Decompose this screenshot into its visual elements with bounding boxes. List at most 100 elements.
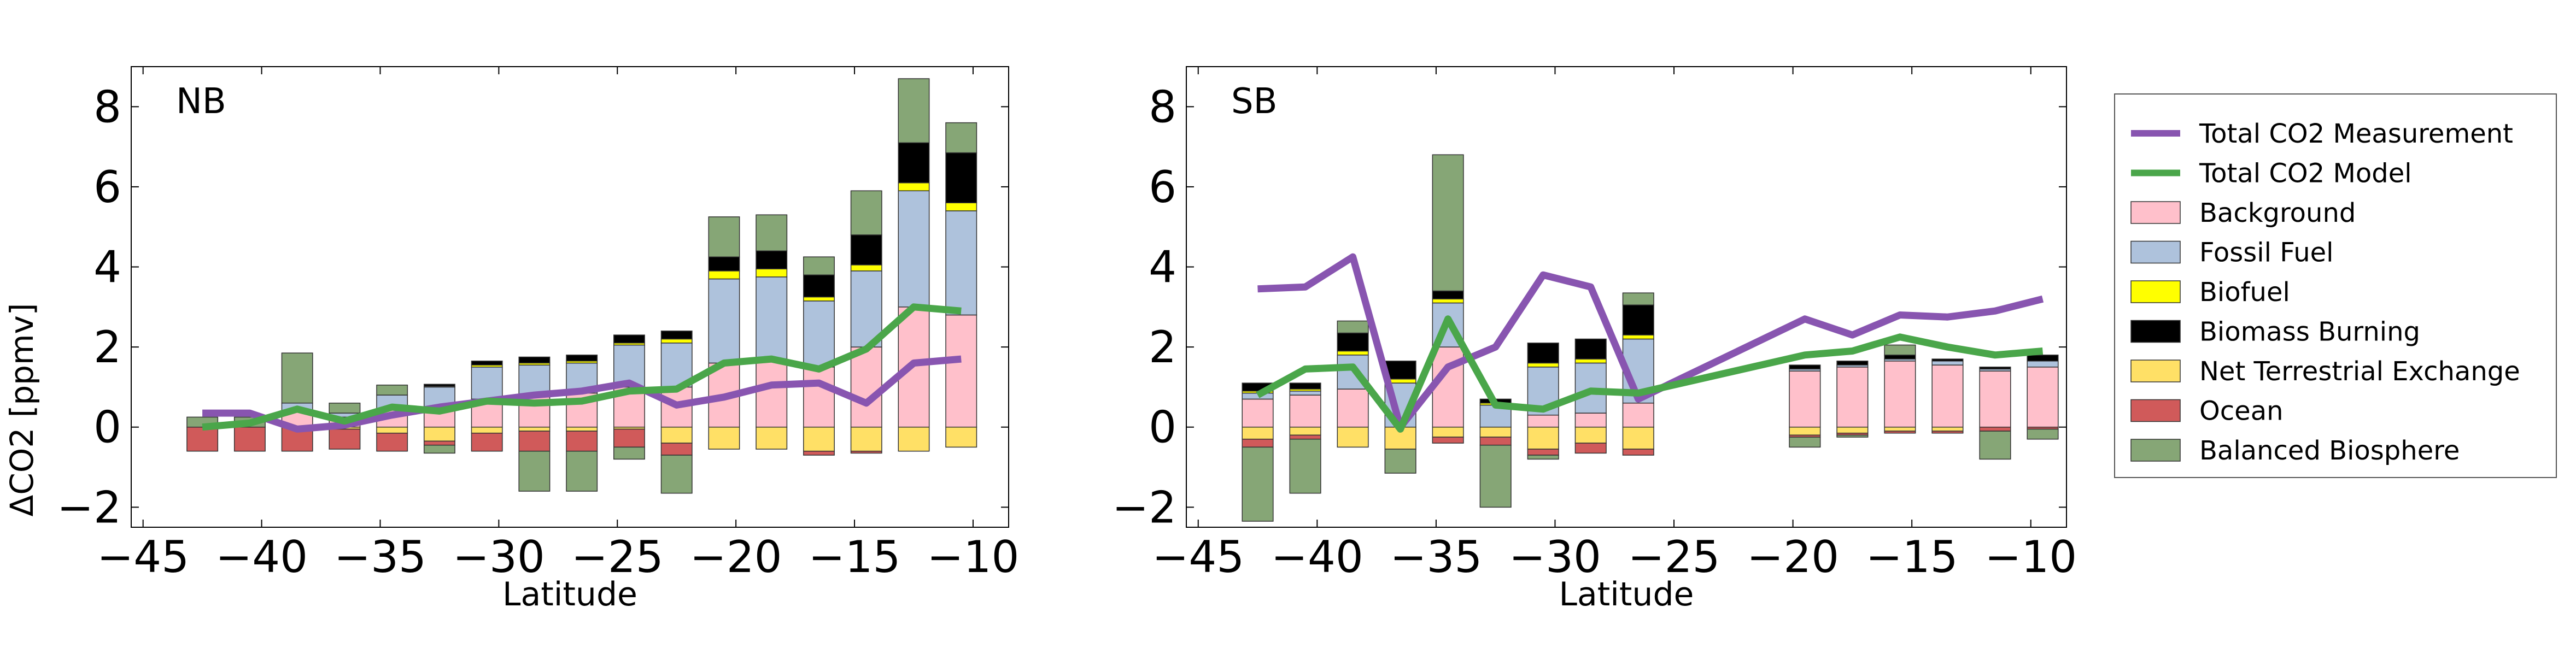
bar-segment-net-terrestrial-exchange: [945, 426, 977, 448]
axes-frame: [131, 66, 1009, 528]
bar-segment-balanced-biosphere: [1622, 292, 1654, 305]
bar-segment-net-terrestrial-exchange: [1622, 426, 1654, 450]
bar-segment-fossil-fuel: [850, 270, 882, 347]
bar-segment-net-terrestrial-exchange: [1574, 426, 1607, 444]
y-tick-label: −2: [57, 482, 121, 533]
legend-swatch-ocean: [2130, 399, 2181, 422]
bar-segment-balanced-biosphere: [329, 403, 361, 414]
bar-segment-biofuel: [1527, 362, 1559, 368]
legend-label-balanced-biosphere: Balanced Biosphere: [2199, 435, 2460, 466]
bar-segment-biomass-burning: [756, 250, 788, 269]
bar-segment-biomass-burning: [1931, 358, 1964, 362]
x-axis-label: Latitude: [1559, 575, 1694, 614]
y-tick-label: 8: [93, 81, 121, 132]
bar-segment-biofuel: [1337, 350, 1369, 356]
bar-segment-ocean: [1479, 437, 1512, 446]
bar-segment-ocean: [803, 450, 835, 456]
bar-segment-biomass-burning: [518, 356, 551, 364]
legend-label-biofuel: Biofuel: [2199, 277, 2290, 308]
bar-segment-ocean: [423, 440, 455, 446]
legend-swatch-fossil-fuel: [2130, 240, 2181, 264]
bar-segment-biofuel: [1432, 298, 1464, 304]
bar-segment-biomass-burning: [1884, 355, 1916, 360]
bar-segment-fossil-fuel: [803, 300, 835, 368]
bar-segment-biomass-burning: [1384, 361, 1416, 380]
bar-segment-net-terrestrial-exchange: [1432, 426, 1464, 438]
x-tick-label: −45: [1152, 532, 1244, 582]
bar-segment-net-terrestrial-exchange: [1527, 426, 1559, 450]
y-tick-label: 6: [1149, 162, 1176, 213]
line-total-co2-measurement: [1257, 253, 2044, 431]
bar-segment-fossil-fuel: [471, 367, 503, 400]
bar-segment-balanced-biosphere: [803, 256, 835, 275]
bar-segment-ocean: [329, 428, 361, 450]
bar-segment-balanced-biosphere: [1479, 444, 1512, 508]
bar-segment-biomass-burning: [1622, 304, 1654, 335]
legend-swatch-balanced-biosphere: [2130, 439, 2181, 462]
bar-segment-biomass-burning: [1337, 332, 1369, 352]
bar-segment-net-terrestrial-exchange: [898, 426, 930, 452]
legend-label-background: Background: [2199, 198, 2356, 228]
bar-segment-fossil-fuel: [1931, 361, 1964, 366]
bar-segment-balanced-biosphere: [1289, 438, 1321, 494]
bar-segment-fossil-fuel: [2027, 361, 2059, 368]
x-axis-label: Latitude: [502, 575, 637, 614]
legend-swatch-background: [2130, 201, 2181, 224]
bar-segment-ocean: [660, 443, 693, 456]
y-tick-label: 0: [93, 402, 121, 453]
bar-segment-background: [1979, 370, 2011, 428]
panel-title: SB: [1231, 81, 1278, 122]
legend-label-fossil-fuel: Fossil Fuel: [2199, 238, 2333, 268]
bar-segment-biomass-burning: [1789, 364, 1821, 370]
legend-label-total-co2-model: Total CO2 Model: [2199, 158, 2412, 189]
bar-segment-background: [1242, 398, 1274, 428]
bar-segment-balanced-biosphere: [1836, 434, 1869, 438]
bar-segment-ocean: [1622, 449, 1654, 456]
bar-segment-biofuel: [850, 264, 882, 272]
x-tick-label: −15: [809, 532, 901, 582]
bar-segment-biomass-burning: [2027, 355, 2059, 362]
bar-segment-balanced-biosphere: [613, 446, 645, 460]
bar-segment-biofuel: [898, 182, 930, 191]
bar-segment-balanced-biosphere: [756, 214, 788, 251]
bar-segment-balanced-biosphere: [2027, 428, 2059, 440]
bar-segment-biomass-burning: [566, 355, 598, 362]
bar-segment-balanced-biosphere: [945, 122, 977, 154]
bar-segment-balanced-biosphere: [423, 444, 455, 454]
panel-title: NB: [176, 81, 226, 122]
bar-segment-net-terrestrial-exchange: [518, 426, 551, 432]
bar-segment-ocean: [1242, 438, 1274, 448]
bar-segment-ocean: [1527, 449, 1559, 456]
x-tick-label: −35: [1390, 532, 1482, 582]
bar-segment-background: [1789, 370, 1821, 428]
bar-segment-net-terrestrial-exchange: [1931, 426, 1964, 432]
bar-segment-net-terrestrial-exchange: [1836, 426, 1869, 434]
bar-segment-balanced-biosphere: [898, 78, 930, 144]
bar-segment-ocean: [1979, 426, 2011, 432]
plot-area: [1242, 154, 2059, 522]
x-tick-label: −40: [1271, 532, 1363, 582]
bar-segment-biomass-burning: [613, 334, 645, 344]
bar-segment-net-terrestrial-exchange: [1789, 426, 1821, 436]
legend-swatch-net-terrestrial-exchange: [2130, 360, 2181, 382]
bar-segment-biofuel: [708, 270, 740, 280]
bar-segment-balanced-biosphere: [281, 352, 313, 404]
bar-segment-balanced-biosphere: [1242, 446, 1274, 522]
legend-swatch-biofuel: [2130, 280, 2181, 303]
x-tick-label: −30: [453, 532, 545, 582]
bar-segment-fossil-fuel: [708, 278, 740, 364]
bar-segment-net-terrestrial-exchange: [850, 426, 882, 452]
bar-segment-biofuel: [1622, 334, 1654, 340]
bar-segment-net-terrestrial-exchange: [423, 426, 455, 442]
bar-segment-biomass-burning: [660, 331, 693, 340]
bar-segment-ocean: [376, 432, 408, 452]
legend-frame: [2114, 93, 2557, 478]
bar-segment-biomass-burning: [423, 384, 455, 387]
x-tick-label: −45: [97, 532, 189, 582]
bar-segment-ocean: [1432, 437, 1464, 444]
bar-segment-ocean: [1931, 431, 1964, 434]
bar-segment-net-terrestrial-exchange: [566, 426, 598, 432]
bar-segment-biomass-burning: [708, 256, 740, 272]
bar-segment-biomass-burning: [1574, 338, 1607, 360]
